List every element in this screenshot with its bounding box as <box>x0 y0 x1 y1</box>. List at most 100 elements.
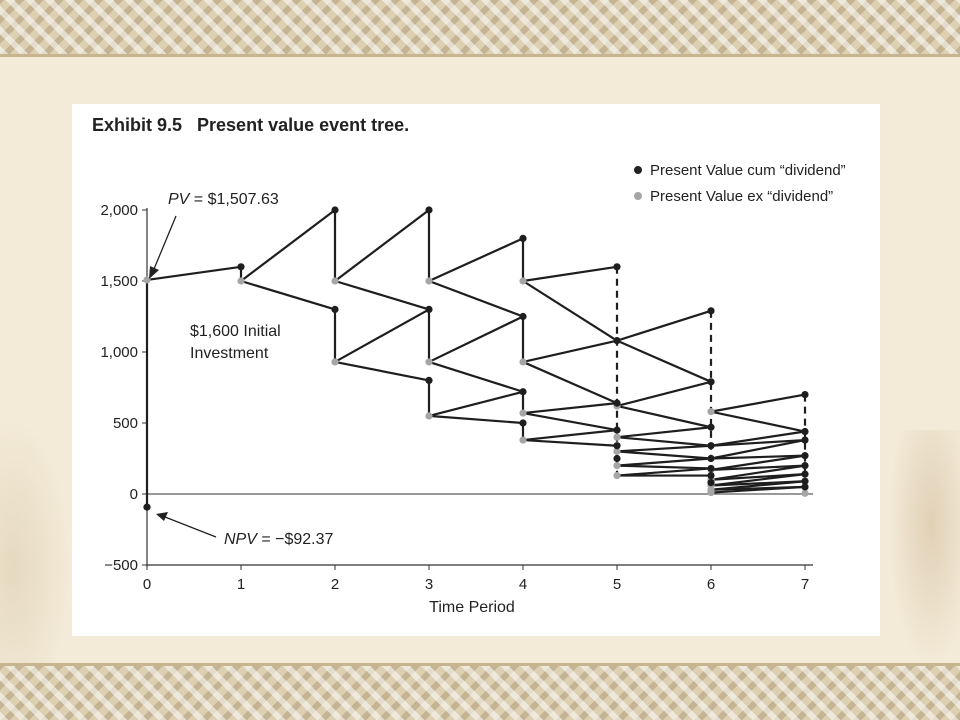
ex-dividend-point <box>519 436 527 444</box>
npv-arrow-line <box>164 516 217 538</box>
ex-dividend-point <box>331 358 339 366</box>
border-line-bottom <box>0 663 960 666</box>
tree-edge <box>334 360 430 382</box>
cum-dividend-point <box>707 378 715 386</box>
cum-dividend-point <box>707 423 715 431</box>
tree-edge <box>522 280 618 342</box>
tree-edge <box>428 360 524 393</box>
x-tick-label: 3 <box>425 576 433 593</box>
cum-dividend-point <box>801 470 809 478</box>
ex-dividend-point <box>331 277 339 285</box>
y-tick-label: 500 <box>113 415 138 432</box>
ex-dividend-point <box>801 489 809 497</box>
tree-edge <box>710 464 806 471</box>
tree-edge <box>710 454 806 471</box>
npv-annotation: NPV = −$92.37 <box>156 512 334 548</box>
y-tick-label: 2,000 <box>100 202 138 219</box>
ex-dividend-point <box>519 358 527 366</box>
tree-edge <box>334 209 430 282</box>
tree-edge <box>334 279 430 311</box>
exhibit-panel: Exhibit 9.5 Present value event tree. −5… <box>72 104 880 636</box>
tree-edge <box>710 438 806 447</box>
cum-dividend-point <box>801 462 809 470</box>
cum-dividend-point <box>519 419 527 427</box>
ex-dividend-point <box>425 277 433 285</box>
cum-dividend-point <box>801 452 809 460</box>
cum-dividend-point <box>519 234 527 242</box>
tree-edge <box>710 438 806 460</box>
y-tick-label: 1,000 <box>100 344 138 361</box>
tree-edge <box>522 438 618 447</box>
ex-dividend-point <box>707 488 715 497</box>
tree-edge <box>428 237 524 283</box>
tree-edge <box>616 467 712 477</box>
tree-edge <box>710 393 806 413</box>
decorative-border-top <box>0 0 960 54</box>
cum-dividend-point <box>707 307 715 315</box>
ex-dividend-point <box>143 276 151 284</box>
initial-investment-label: $1,600 Initial Investment <box>190 323 281 362</box>
tree-edge <box>428 414 524 425</box>
tree-edge <box>522 265 618 283</box>
cum-dividend-point <box>613 399 621 407</box>
pv-annotation: PV = $1,507.63 <box>149 191 279 279</box>
tree-edge <box>616 450 712 460</box>
cum-dividend-point <box>707 464 715 473</box>
tree-nodes <box>143 206 809 511</box>
x-tick-label: 1 <box>237 576 245 593</box>
tree-edge <box>710 464 806 481</box>
ex-dividend-point <box>613 471 621 480</box>
cum-dividend-point <box>613 337 621 345</box>
cum-dividend-point <box>519 388 527 396</box>
tree-edge <box>616 380 712 408</box>
cum-dividend-point <box>519 312 527 321</box>
cum-dividend-point <box>331 305 339 313</box>
cum-dividend-point <box>801 436 809 444</box>
background-decoration-right <box>888 430 960 666</box>
chart-title: Exhibit 9.5 Present value event tree. <box>92 115 409 135</box>
legend-label-ex: Present Value ex “dividend” <box>650 188 833 205</box>
x-tick-label: 5 <box>613 576 621 593</box>
initial-investment-line-1: $1,600 Initial <box>190 323 281 340</box>
cum-dividend-point <box>237 263 245 271</box>
legend-marker-ex <box>634 192 642 200</box>
y-tick-label: 1,500 <box>100 273 138 290</box>
tree-edge <box>240 279 336 311</box>
tree-edge <box>616 464 712 470</box>
tree-edge <box>710 454 806 460</box>
ex-dividend-point <box>707 408 715 416</box>
tree-edges <box>146 209 806 494</box>
ex-dividend-point <box>613 447 621 455</box>
decorative-border-bottom <box>0 666 960 720</box>
tree-edge <box>710 410 806 433</box>
tree-edge <box>522 411 618 432</box>
tree-edge <box>616 426 712 439</box>
cum-dividend-point <box>707 442 715 450</box>
cum-dividend-point <box>707 479 715 487</box>
tree-edge <box>710 473 806 487</box>
tree-edge <box>616 404 712 429</box>
cum-dividend-point <box>425 376 433 384</box>
ex-dividend-point <box>237 277 245 285</box>
legend-marker-cum <box>634 166 642 174</box>
x-axis-label: Time Period <box>429 599 515 616</box>
event-tree-chart: Exhibit 9.5 Present value event tree. −5… <box>92 115 846 616</box>
tree-edge <box>240 209 336 282</box>
cum-dividend-point <box>801 391 809 399</box>
x-tick-label: 7 <box>801 576 809 593</box>
tree-edge <box>616 436 712 447</box>
cum-dividend-point <box>331 206 339 214</box>
tree-edge <box>710 485 806 494</box>
tree-edge <box>522 360 618 405</box>
y-tick-label: 0 <box>130 486 138 503</box>
tree-edge <box>428 315 524 363</box>
tree-edge <box>616 309 712 342</box>
tree-edge <box>710 430 806 447</box>
ex-dividend-point <box>613 433 621 441</box>
ex-dividend-point <box>519 409 527 417</box>
cum-dividend-point <box>801 427 809 436</box>
ex-dividend-point <box>425 412 433 420</box>
pv-arrow-line <box>153 215 177 270</box>
x-tick-label: 2 <box>331 576 339 593</box>
tree-edge <box>334 308 430 363</box>
